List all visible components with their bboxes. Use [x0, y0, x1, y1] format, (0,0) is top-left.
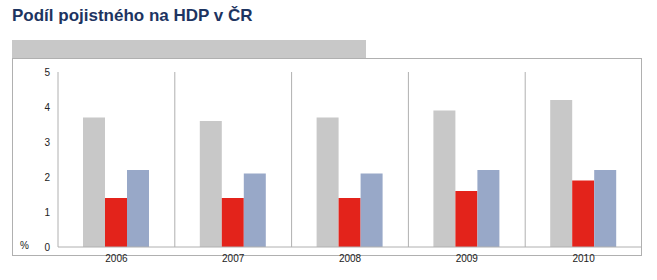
- svg-text:4: 4: [44, 102, 50, 113]
- svg-text:2010: 2010: [572, 253, 595, 264]
- svg-text:5: 5: [44, 67, 50, 78]
- svg-text:2008: 2008: [339, 253, 362, 264]
- svg-text:3: 3: [44, 137, 50, 148]
- html-text:Podíl pojistného na HDP v ČR: Podíl pojistného na HDP v ČR: [12, 6, 253, 25]
- svg-text:2009: 2009: [456, 253, 479, 264]
- svg-text:1: 1: [44, 207, 50, 218]
- svg-text:2: 2: [44, 172, 50, 183]
- svg-text:2006: 2006: [105, 253, 128, 264]
- svg-text:0: 0: [44, 242, 50, 253]
- svg-text:2007: 2007: [222, 253, 245, 264]
